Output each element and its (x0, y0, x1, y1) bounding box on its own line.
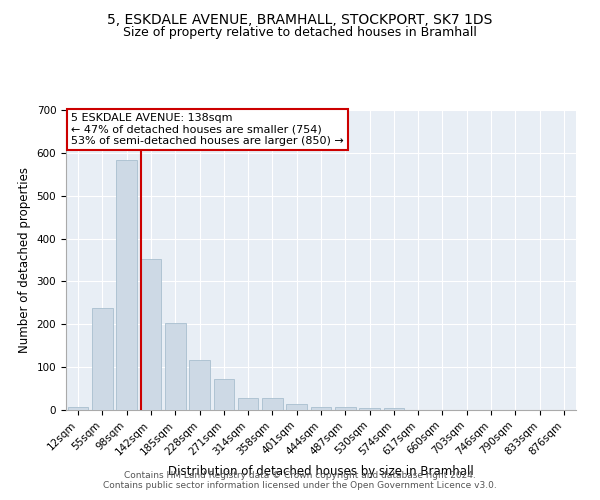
Y-axis label: Number of detached properties: Number of detached properties (18, 167, 31, 353)
Bar (359, 408, 380, 410)
Text: 5 ESKDALE AVENUE: 138sqm
← 47% of detached houses are smaller (754)
53% of semi-: 5 ESKDALE AVENUE: 138sqm ← 47% of detach… (71, 113, 344, 146)
Bar (68, 407, 88, 410)
Bar (116, 160, 137, 410)
Bar (335, 407, 356, 410)
Bar (214, 378, 234, 410)
Text: Contains HM Land Registry data © Crown copyright and database right 2024.
Contai: Contains HM Land Registry data © Crown c… (103, 470, 497, 490)
Bar (165, 324, 185, 410)
Bar (383, 408, 404, 410)
Bar (140, 259, 161, 410)
Bar (286, 404, 307, 410)
Text: 5, ESKDALE AVENUE, BRAMHALL, STOCKPORT, SK7 1DS: 5, ESKDALE AVENUE, BRAMHALL, STOCKPORT, … (107, 12, 493, 26)
Bar (262, 398, 283, 410)
Bar (311, 407, 331, 410)
X-axis label: Distribution of detached houses by size in Bramhall: Distribution of detached houses by size … (168, 465, 474, 478)
Text: Size of property relative to detached houses in Bramhall: Size of property relative to detached ho… (123, 26, 477, 39)
Bar (92, 308, 113, 410)
Bar (189, 360, 210, 410)
Bar (238, 398, 259, 410)
